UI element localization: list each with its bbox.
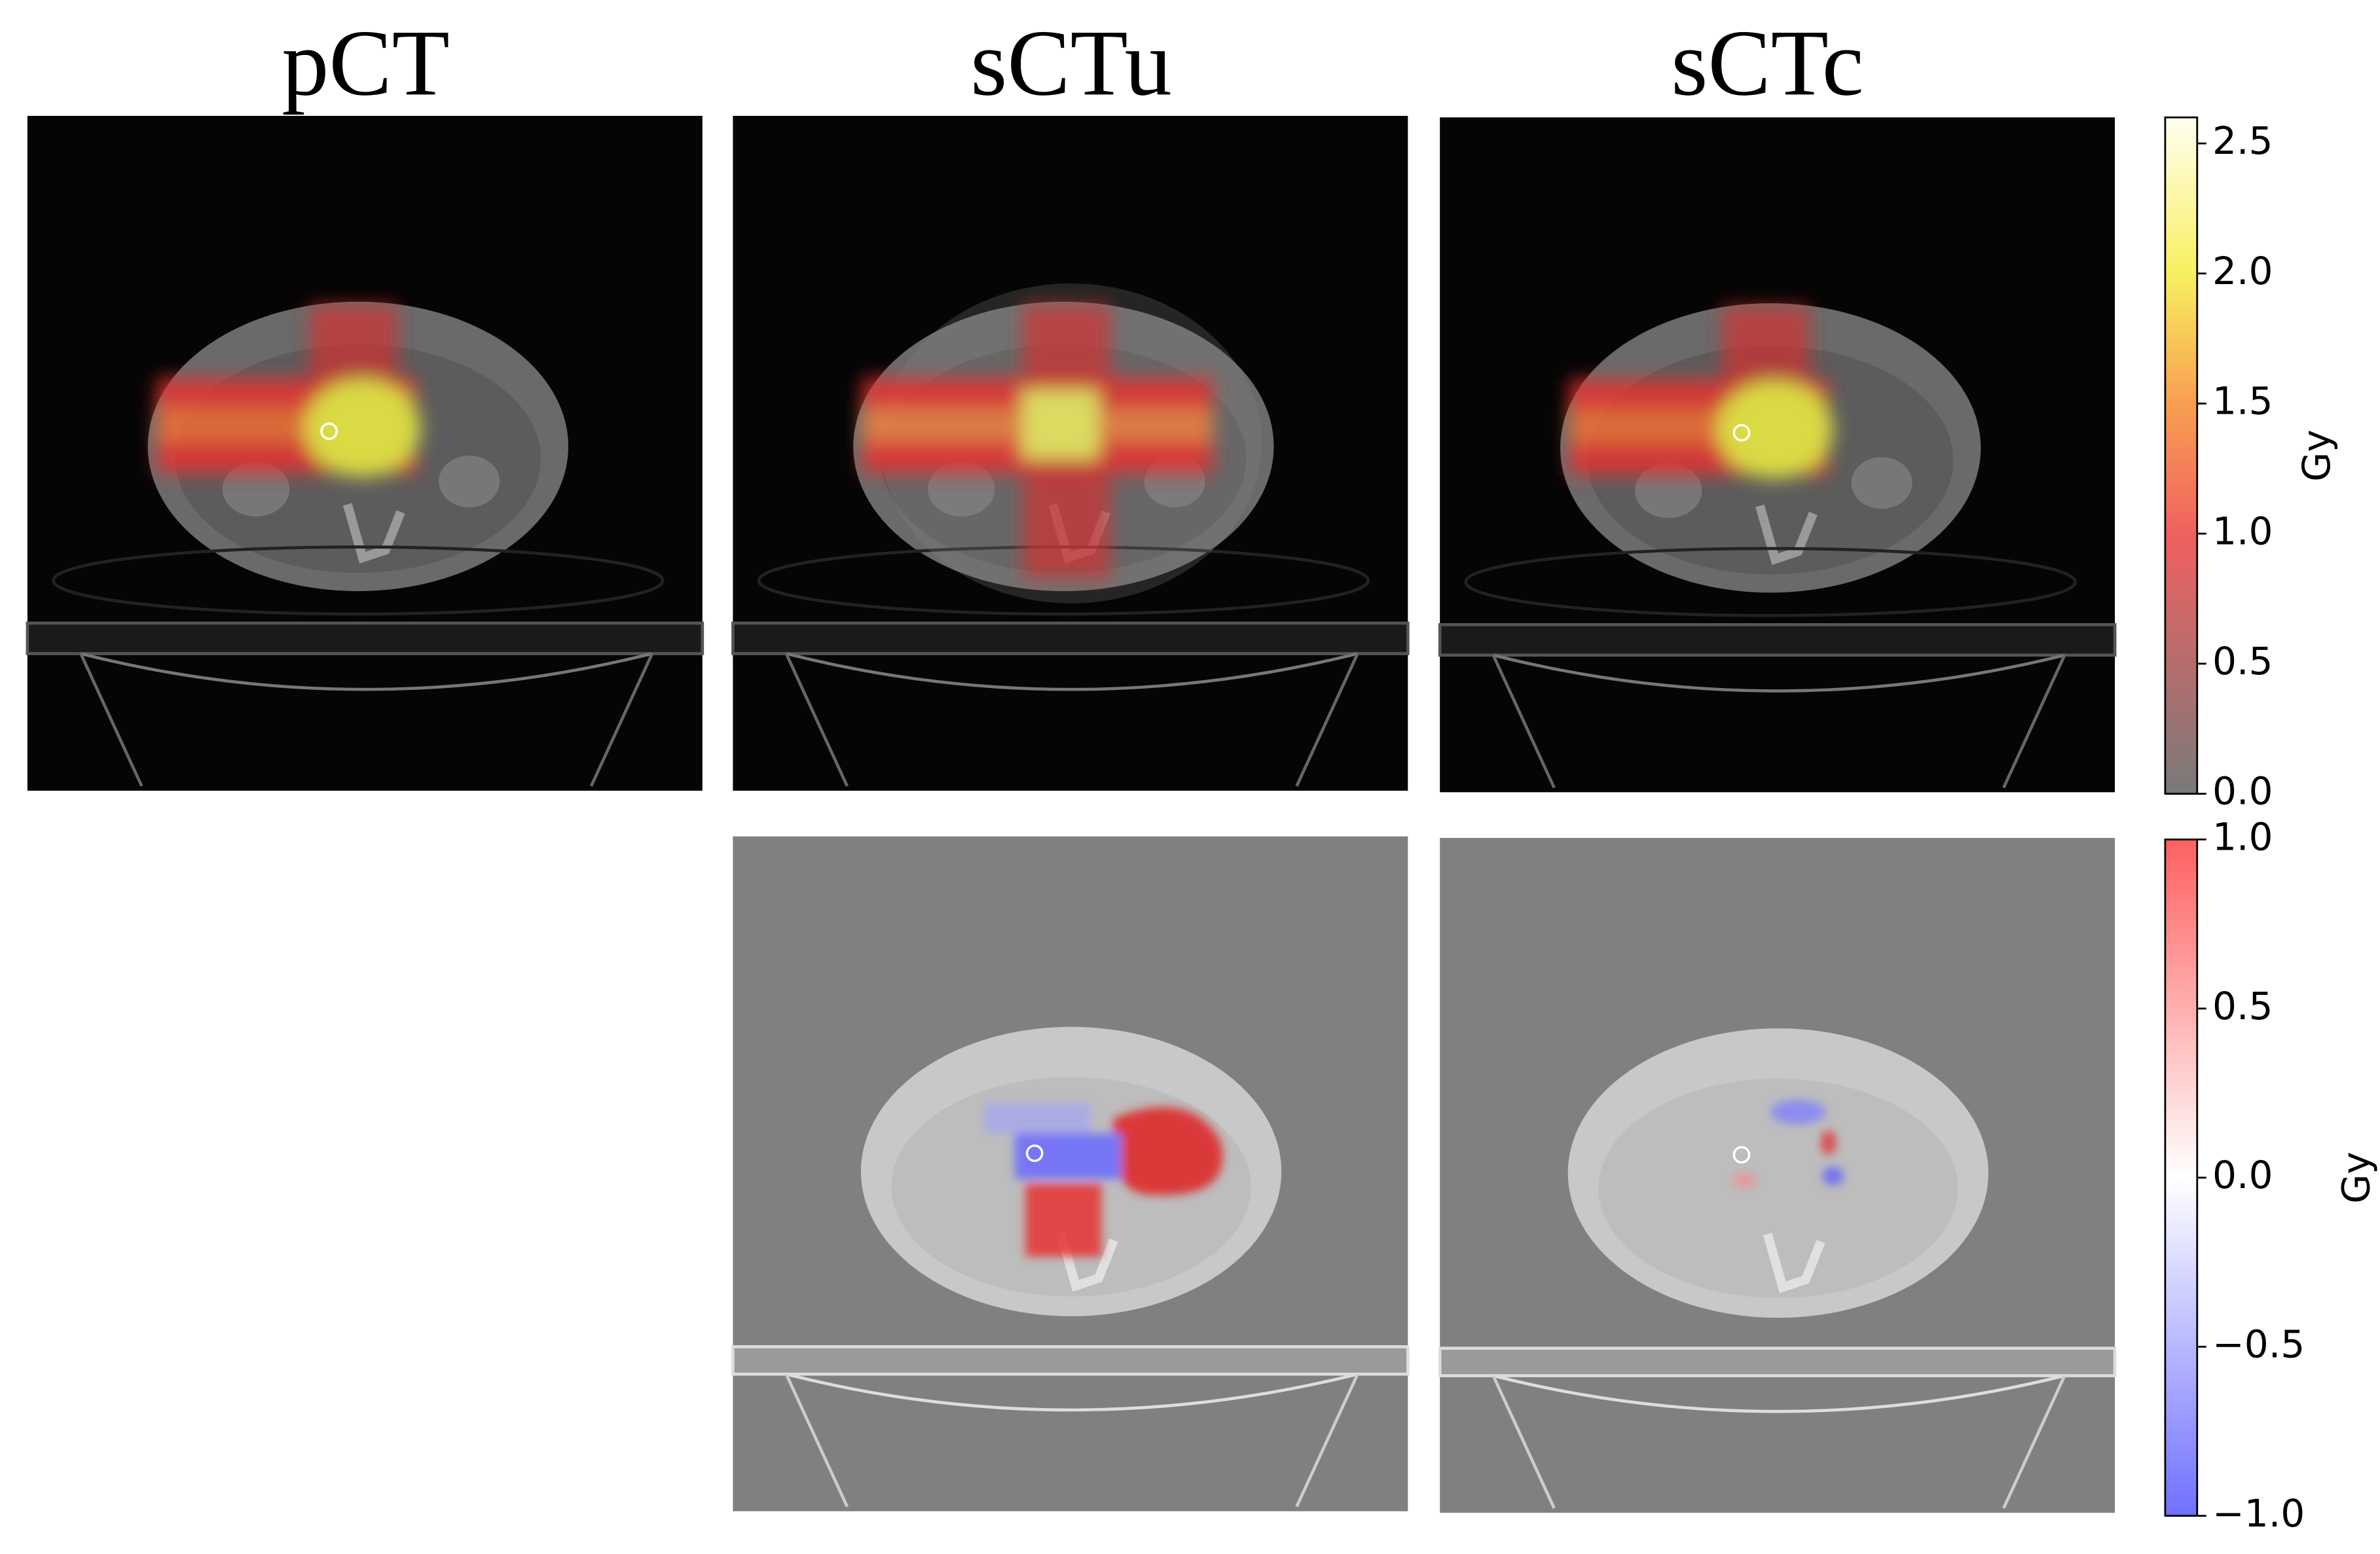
panel-title: sCTu <box>970 10 1172 115</box>
colorbar-tick-label: 2.0 <box>2212 249 2273 293</box>
sctc-dose-image <box>1440 117 2115 792</box>
colorbar-tick-label: −1.0 <box>2212 1491 2305 1536</box>
colorbar-tick-label: 1.0 <box>2212 509 2273 553</box>
sctu-diff-image <box>733 837 1408 1511</box>
colorbar-label: Gy <box>2294 429 2339 481</box>
colorbar <box>2164 839 2199 1517</box>
pct-dose-image <box>27 116 703 791</box>
colorbar-tick-label: 2.5 <box>2212 118 2273 163</box>
colorbar-tick-label: 1.5 <box>2212 379 2273 424</box>
colorbar-tick-label: −0.5 <box>2212 1322 2305 1366</box>
sctu-dose-image <box>733 116 1408 791</box>
colorbar-tick-label: 0.5 <box>2212 984 2273 1028</box>
colorbar <box>2164 116 2199 795</box>
titles: pCT sCTu sCTc <box>282 10 1863 115</box>
colorbar-label: Gy <box>2334 1151 2379 1203</box>
panel-title: pCT <box>282 10 449 115</box>
panel-title: sCTc <box>1671 10 1863 115</box>
colorbars: 0.0 0.5 1.0 1.5 2.0 2.5 Gy −1.0 −0.5 0.0 0.5 1.0 Gy <box>2164 116 2379 1536</box>
colorbar-tick-label: 0.0 <box>2212 1153 2273 1197</box>
colorbar-tick-label: 1.0 <box>2212 815 2273 859</box>
sctc-diff-image <box>1440 838 2115 1513</box>
colorbar-tick-label: 0.5 <box>2212 639 2273 683</box>
colorbar-tick-label: 0.0 <box>2212 769 2273 814</box>
